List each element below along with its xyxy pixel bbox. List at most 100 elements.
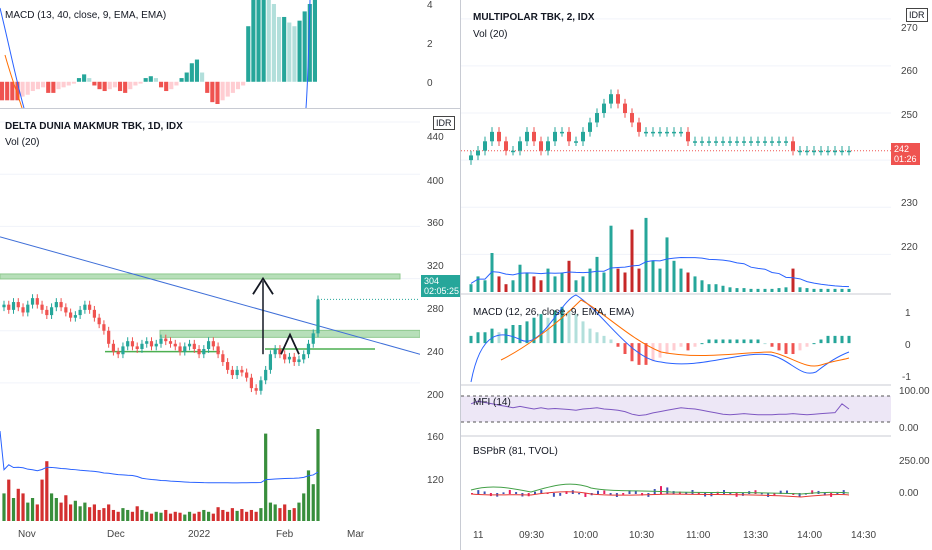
macd-histogram-bar <box>588 328 592 344</box>
candle <box>154 343 158 347</box>
volume-bar <box>672 260 676 292</box>
macd-histogram-bar <box>15 81 20 101</box>
mfi-line <box>470 400 850 417</box>
trend-line <box>0 236 420 355</box>
bspbr-bar <box>597 490 599 494</box>
macd-histogram-bar <box>61 81 66 88</box>
candle <box>183 346 187 352</box>
candle <box>264 369 268 381</box>
right-macd-tick: 0 <box>905 340 911 351</box>
macd-histogram-bar <box>246 26 251 82</box>
right-panel[interactable]: MULTIPOLAR TBK, 2, IDX Vol (20) IDR 270 2… <box>461 0 932 550</box>
macd-histogram-bar <box>700 343 704 345</box>
macd-histogram-bar <box>602 335 606 344</box>
macd-histogram-bar <box>123 81 128 93</box>
volume-bar <box>164 509 168 521</box>
macd-histogram-bar <box>644 343 648 365</box>
volume-bar <box>73 500 77 521</box>
candle <box>581 131 585 142</box>
bspbr-bar <box>723 490 725 494</box>
candle <box>178 346 182 352</box>
macd-histogram-bar <box>476 332 480 344</box>
macd-histogram-bar <box>92 81 97 86</box>
candle <box>553 131 557 142</box>
volume-bar <box>102 508 106 521</box>
volume-bar <box>469 284 473 292</box>
volume-bar <box>183 514 187 521</box>
volume-bar <box>197 511 201 521</box>
candle <box>216 346 220 355</box>
candle <box>254 388 258 391</box>
candle <box>292 356 296 363</box>
candle <box>21 307 25 313</box>
candle <box>211 341 215 347</box>
macd-histogram-bar <box>574 314 578 344</box>
candle <box>658 131 662 134</box>
right-time-tick: 10:00 <box>573 530 599 541</box>
volume-bar <box>306 470 311 521</box>
volume-bar <box>273 504 277 521</box>
macd-line <box>470 294 850 383</box>
right-mfi-label: MFI (14) <box>473 397 511 408</box>
volume-bar <box>595 256 599 292</box>
candle <box>273 349 277 355</box>
candle <box>623 103 627 114</box>
candle <box>616 94 620 104</box>
macd-histogram-bar <box>0 81 5 101</box>
candle <box>7 304 11 310</box>
volume-bar <box>264 433 268 521</box>
bspbr-bar <box>609 493 612 495</box>
volume-bar <box>311 484 315 521</box>
volume-bar <box>567 260 571 292</box>
macd-histogram-bar <box>10 81 15 101</box>
macd-histogram-bar <box>672 343 676 351</box>
macd-histogram-bar <box>665 343 669 354</box>
macd-histogram-bar <box>609 339 613 344</box>
volume-bar <box>154 511 158 521</box>
volume-bar <box>245 511 249 521</box>
right-plot[interactable] <box>461 0 891 520</box>
bspbr-bar <box>634 490 637 494</box>
volume-bar <box>483 280 487 292</box>
candle <box>518 141 522 151</box>
macd-histogram-bar <box>220 81 225 101</box>
candle <box>644 131 648 134</box>
bspbr-bar <box>836 492 839 494</box>
left-price-tick: 200 <box>427 390 444 401</box>
macd-histogram-bar <box>770 343 774 347</box>
macd-histogram-bar <box>693 343 697 347</box>
candle <box>763 141 767 143</box>
macd-histogram-bar <box>143 78 148 82</box>
macd-histogram-bar <box>292 26 297 82</box>
volume-bar <box>707 284 711 292</box>
volume-bar <box>135 506 139 521</box>
macd-histogram-bar <box>117 81 123 92</box>
bspbr-bar <box>477 490 480 494</box>
volume-bar <box>721 285 725 292</box>
candle <box>45 309 49 316</box>
macd-histogram-bar <box>71 81 76 84</box>
candle <box>73 315 77 318</box>
macd-histogram-bar <box>312 0 317 82</box>
right-macd-label: MACD (12, 26, close, 9, EMA, EMA) <box>473 307 635 318</box>
volume-bar <box>616 268 620 292</box>
left-price-panel[interactable]: DELTA DUNIA MAKMUR TBK, 1D, IDX Vol (20)… <box>0 109 460 550</box>
left-price-plot[interactable] <box>0 109 420 521</box>
macd-histogram-bar <box>742 339 746 344</box>
bspbr-bar <box>508 490 511 494</box>
right-macd-tick: -1 <box>902 372 911 383</box>
candle <box>756 141 760 143</box>
macd-histogram-bar <box>148 76 153 82</box>
left-vol-label: Vol (20) <box>5 137 40 148</box>
volume-bar <box>240 509 244 521</box>
volume-bar <box>833 288 837 292</box>
volume-bar <box>283 504 287 521</box>
breakout-arrow <box>280 332 300 355</box>
volume-bar <box>784 287 788 292</box>
resistance-zone <box>0 273 401 280</box>
volume-bar <box>574 280 578 292</box>
candle <box>40 304 44 310</box>
candle <box>469 155 473 161</box>
volume-bar <box>749 288 753 292</box>
macd-histogram-bar <box>567 310 571 344</box>
